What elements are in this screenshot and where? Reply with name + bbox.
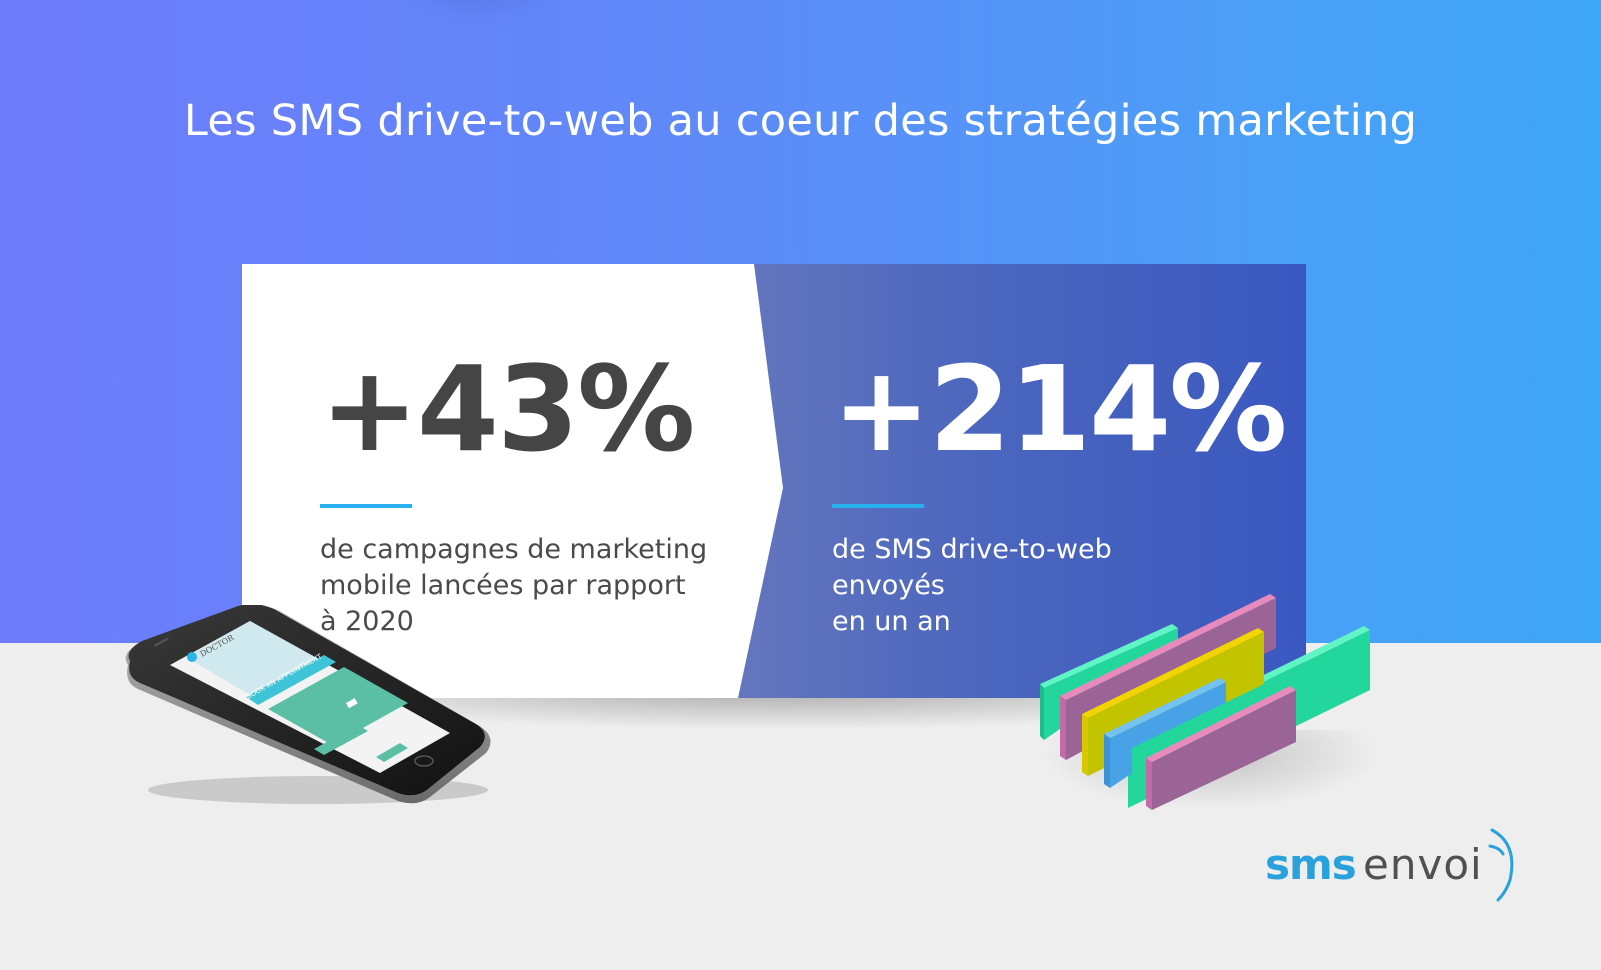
stats-card: +43% de campagnes de marketing mobile la…	[242, 264, 1306, 698]
stat-description-line: en un an	[832, 606, 951, 637]
stat-campaigns: +43% de campagnes de marketing mobile la…	[320, 350, 720, 640]
logo-text-sms: sms	[1265, 840, 1357, 889]
smartphone-illustration: DOCTOR BOOK AN APPOINTMENT	[118, 604, 498, 810]
page-title: Les SMS drive-to-web au coeur des straté…	[183, 96, 1418, 146]
stat-divider	[320, 504, 412, 508]
smsenvoi-logo: sms envoi	[1265, 820, 1525, 910]
stat-sms-sent: +214% de SMS drive-to-web envoyés en un …	[832, 340, 1287, 640]
stat-value: +43%	[320, 340, 695, 478]
logo-text-envoi: envoi	[1363, 840, 1483, 889]
stat-description-line: mobile lancées par rapport	[320, 570, 686, 601]
stat-description-line: de SMS drive-to-web envoyés	[832, 534, 1112, 601]
stat-description: de campagnes de marketing mobile lancées…	[320, 532, 720, 640]
stat-description-line: à 2020	[320, 606, 414, 637]
background-shadow-blob	[420, 0, 540, 10]
stat-description-line: de campagnes de marketing	[320, 534, 708, 565]
bar-chart-3d-icon	[1040, 594, 1370, 810]
signal-waves-icon	[1488, 828, 1514, 902]
stat-value: +214%	[832, 340, 1287, 478]
bars-illustration	[1040, 590, 1400, 810]
phone-icon: DOCTOR BOOK AN APPOINTMENT	[125, 604, 491, 804]
stat-description: de SMS drive-to-web envoyés en un an	[832, 532, 1232, 640]
stat-divider	[832, 504, 924, 508]
